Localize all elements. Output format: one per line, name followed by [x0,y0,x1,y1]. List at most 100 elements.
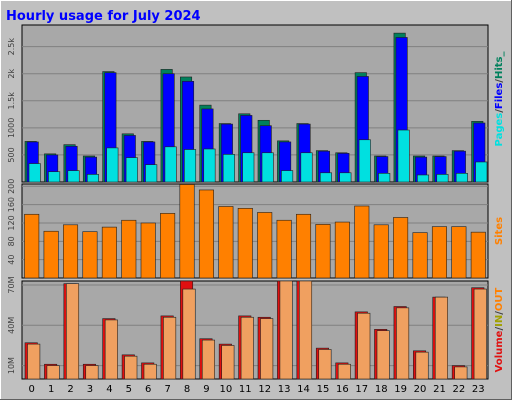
legend: Pages/Files/Hits_ [494,52,505,147]
bar-pages [48,171,61,183]
bar-sites [140,222,156,279]
bar-sites [24,213,40,279]
bar-pages [261,152,274,183]
plot-area [21,183,489,279]
x-tick-label: 10 [220,384,233,395]
bar-pages [242,152,255,183]
x-tick-label: 16 [336,384,349,395]
x-tick-label: 6 [145,384,151,395]
chart-panel-pages-files-hits: 500 1000 1.5k 2k 2.5k Pages/Files/Hits_ [7,24,505,183]
bar-pages [86,174,99,183]
bar-sites [296,213,312,279]
bar-pages [436,174,449,183]
bar-out [143,363,157,380]
bar-pages [358,139,371,183]
legend: Volume/IN/OUT [494,287,505,372]
bar-out [201,339,215,380]
y-tick-label: 2k [7,69,16,79]
bar-pages [67,170,80,183]
bar-sites [393,217,409,279]
bar-out [299,280,313,380]
bar-sites [121,219,137,279]
x-tick-label: 12 [258,384,271,395]
x-tick-label: 2 [67,384,73,395]
legend-entry: / [494,327,505,331]
y-tick-label: 2.5k [7,38,16,56]
bar-out [434,296,448,380]
legend-entry: IN [494,315,505,327]
x-tick-label: 3 [87,384,93,395]
bar-out [454,366,468,380]
bar-sites [373,224,389,279]
legend-entry: Pages [494,113,505,147]
y-tick-label: 200 [7,179,16,194]
bar-out [240,316,254,380]
legend-entry: Hits [494,56,505,79]
x-tick-label: 7 [164,384,170,395]
x-tick-label: 17 [355,384,368,395]
legend: Sites [494,217,505,245]
bar-out [415,351,429,380]
y-tick-label: 70M [7,276,16,293]
y-tick-label: 40M [7,317,16,334]
bar-sites [354,205,370,279]
x-tick-label: 22 [453,384,466,395]
y-tick-label: 1000 [7,118,16,138]
y-tick-label: 120 [7,215,16,230]
bar-pages [106,147,119,183]
bar-sites [451,226,467,279]
bar-sites [431,226,447,279]
bar-out [85,365,99,380]
bar-out [46,365,60,380]
x-tick-label: 15 [317,384,330,395]
bar-out [221,345,235,380]
x-tick-label: 0 [29,384,35,395]
y-tick-label: 160 [7,197,16,212]
legend-entry: Sites [494,217,505,245]
x-tick-label: 4 [106,384,112,395]
bar-pages [455,173,468,183]
x-tick-label: 8 [184,384,190,395]
bar-pages [125,157,138,183]
y-tick-label: 40 [7,255,16,265]
x-tick-label: 20 [414,384,427,395]
legend-entry: _ [494,52,505,57]
x-tick-label: 14 [297,384,310,395]
bar-out [260,318,274,380]
bar-sites [237,208,253,279]
x-tick-label: 23 [472,384,485,395]
bar-out [337,363,351,380]
legend-entry: / [494,79,505,83]
bar-pages [222,154,235,183]
x-tick-label: 19 [394,384,407,395]
bar-out [163,316,177,380]
bar-out [279,280,293,380]
bar-pages [145,164,158,183]
y-tick-label: 500 [7,147,16,162]
bar-pages [281,170,294,183]
bar-pages [300,152,313,183]
bar-out [124,355,138,380]
bar-sites [198,189,214,279]
bar-out [182,288,196,380]
bar-out [376,330,390,380]
bar-sites [218,206,234,279]
bar-out [396,307,410,380]
bar-out [66,283,80,380]
legend-entry: Volume [494,330,505,372]
bar-pages [378,173,391,183]
legend-entry: OUT [494,287,505,311]
legend-entry: / [494,109,505,113]
x-tick-label: 9 [203,384,209,395]
bar-pages [164,146,177,183]
chart-title: Hourly usage for July 2024 [6,9,201,24]
bar-pages [339,172,352,183]
bar-sites [43,230,59,279]
y-tick-label: 1.5k [7,92,16,110]
bar-out [27,343,41,380]
x-tick-label: 1 [48,384,54,395]
bar-pages [319,172,332,183]
x-tick-label: 13 [278,384,291,395]
